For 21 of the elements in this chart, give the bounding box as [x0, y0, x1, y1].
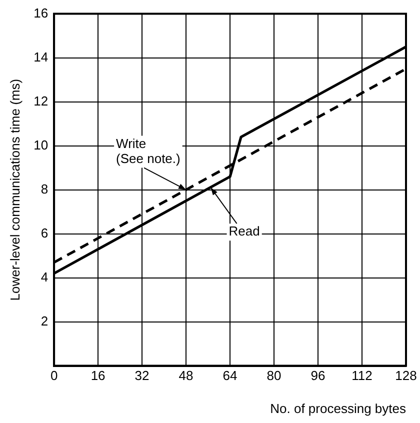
x-axis-title: No. of processing bytes — [270, 400, 406, 416]
y-tick-label: 4 — [40, 269, 48, 284]
y-tick-label: 12 — [34, 93, 48, 108]
y-tick-label: 2 — [40, 313, 48, 328]
annotation: Read — [228, 224, 260, 239]
y-tick-label: 10 — [34, 137, 48, 152]
x-tick-label: 0 — [50, 368, 58, 384]
x-tick-label: 128 — [395, 368, 417, 384]
y-axis-title: Lower-level communications time (ms) — [7, 78, 22, 301]
x-tick-label: 112 — [352, 368, 372, 384]
y-tick-label: 6 — [40, 225, 48, 240]
x-tick-label: 32 — [134, 368, 150, 384]
x-tick-label: 48 — [178, 368, 194, 384]
annotation: Write (See note.) — [116, 136, 180, 166]
y-tick-label: 16 — [34, 5, 48, 20]
x-tick-label: 96 — [310, 368, 326, 384]
x-tick-label: 80 — [266, 368, 282, 384]
x-tick-label: 64 — [222, 368, 238, 384]
x-tick-label: 16 — [90, 368, 106, 384]
y-tick-label: 8 — [40, 181, 48, 196]
y-tick-label: 14 — [34, 49, 48, 64]
